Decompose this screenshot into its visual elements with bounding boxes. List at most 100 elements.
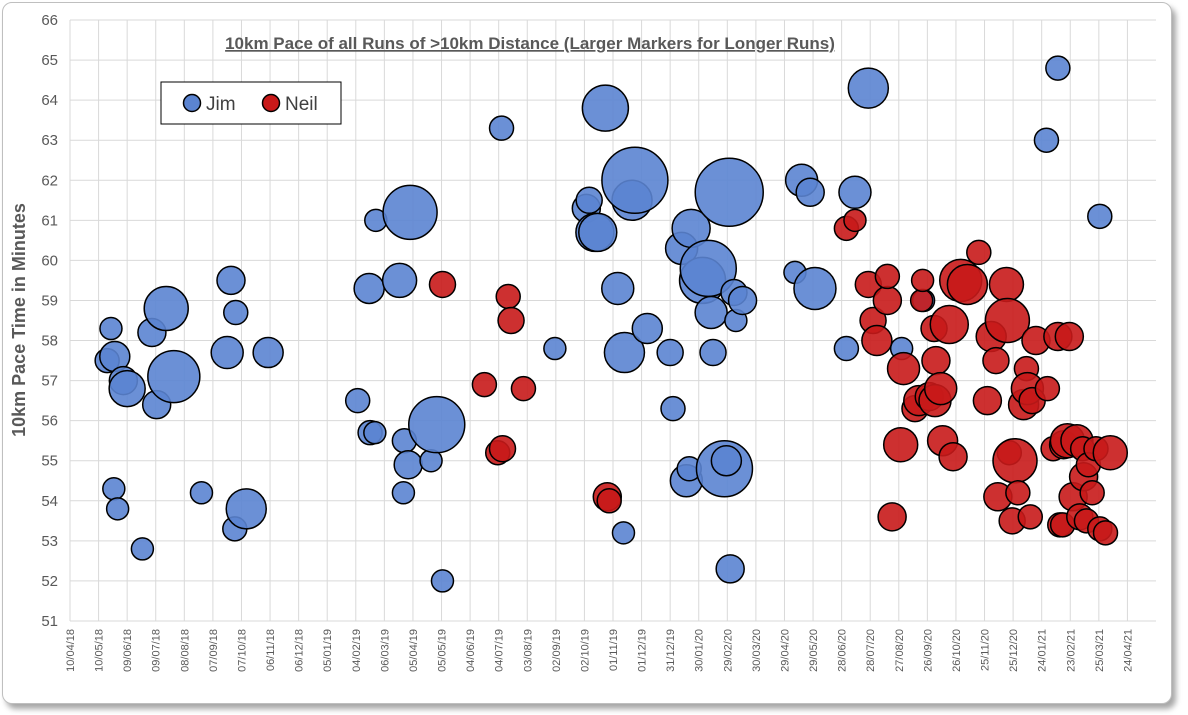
x-tick-label: 04/02/19	[351, 629, 363, 672]
neil-run-point	[909, 288, 934, 313]
jim-run-point	[578, 212, 618, 253]
neil-run-point	[972, 385, 1003, 416]
x-tick-label: 29/02/20	[722, 629, 734, 672]
jim-run-point	[795, 177, 825, 208]
jim-run-point	[102, 477, 126, 501]
y-tick-label: 59	[41, 292, 58, 309]
x-tick-label: 30/01/20	[694, 629, 706, 672]
jim-run-point	[847, 67, 890, 109]
x-tick-label: 29/05/20	[808, 629, 820, 672]
neil-run-point	[877, 502, 907, 532]
x-tick-label: 07/09/18	[208, 629, 220, 672]
x-tick-label: 02/09/19	[551, 629, 563, 672]
jim-run-point	[130, 537, 155, 561]
jim-run-point	[353, 272, 385, 305]
y-tick-label: 61	[41, 212, 58, 229]
y-tick-label: 65	[41, 52, 58, 69]
neil-run-point	[946, 263, 989, 306]
neil-run-point	[495, 283, 521, 310]
neil-run-point	[938, 441, 968, 472]
neil-run-point	[872, 285, 903, 316]
x-tick-label: 28/06/20	[837, 629, 849, 672]
jim-run-point	[1045, 55, 1071, 81]
x-tick-label: 27/08/20	[894, 629, 906, 672]
jim-run-point	[694, 157, 764, 228]
neil-run-point	[596, 488, 622, 514]
jim-run-point	[575, 186, 603, 215]
neil-run-point	[510, 375, 537, 402]
jim-run-point	[225, 488, 267, 530]
jim-run-point	[603, 331, 646, 374]
neil-run-point	[1054, 321, 1085, 352]
y-tick-label: 63	[41, 132, 58, 149]
neil-run-point	[1092, 434, 1129, 471]
jim-run-point	[143, 285, 189, 332]
jim-run-point	[216, 265, 246, 296]
jim-run-point	[391, 481, 416, 505]
neil-run-point	[966, 239, 992, 266]
y-tick-label: 54	[41, 493, 58, 510]
y-tick-label: 57	[41, 373, 58, 390]
neil-run-point	[488, 434, 517, 463]
jim-run-point	[488, 115, 515, 141]
jim-run-point	[715, 554, 745, 584]
x-tick-label: 06/12/18	[294, 629, 306, 672]
jim-run-point	[99, 316, 123, 341]
jim-run-point	[833, 335, 860, 362]
jim-run-point	[381, 262, 418, 299]
x-tick-label: 28/07/20	[865, 629, 877, 672]
y-tick-label: 52	[41, 573, 58, 590]
jim-run-point	[430, 569, 455, 593]
jim-run-point	[344, 387, 371, 414]
x-tick-label: 06/03/19	[379, 629, 391, 672]
neil-run-point	[497, 306, 525, 335]
x-tick-label: 05/04/19	[408, 629, 420, 672]
x-tick-label: 29/04/20	[779, 629, 791, 672]
jim-run-point	[189, 481, 214, 505]
x-tick-label: 01/12/19	[637, 629, 649, 672]
data-points	[94, 55, 1129, 593]
y-tick-label: 55	[41, 453, 58, 470]
neil-run-point	[1017, 504, 1044, 530]
x-tick-label: 05/01/19	[322, 629, 334, 672]
jim-run-point	[581, 84, 630, 132]
neil-run-point	[929, 304, 970, 345]
jim-run-point	[710, 444, 743, 477]
jim-run-point	[694, 295, 728, 330]
neil-run-point	[988, 266, 1025, 303]
y-tick-label: 53	[41, 533, 58, 550]
x-tick-label: 02/10/19	[579, 629, 591, 672]
jim-run-point	[601, 271, 635, 306]
neil-run-point	[428, 270, 457, 299]
neil-run-point	[1005, 480, 1031, 506]
jim-run-point	[393, 449, 423, 480]
neil-run-point	[1079, 480, 1105, 506]
x-tick-label: 24/01/21	[1037, 629, 1049, 672]
jim-run-point	[363, 420, 387, 445]
x-tick-label: 01/11/19	[608, 629, 620, 671]
neil-run-point	[1092, 520, 1119, 546]
legend-label-neil: Neil	[285, 94, 318, 115]
y-tick-label: 51	[41, 613, 58, 630]
x-tick-label: 04/06/19	[465, 629, 477, 672]
legend-marker-neil	[261, 93, 281, 113]
jim-run-point	[147, 349, 201, 404]
jim-run-point	[543, 336, 567, 361]
jim-run-point	[210, 335, 244, 370]
x-tick-label: 25/11/20	[980, 629, 992, 671]
x-tick-label: 26/09/20	[922, 629, 934, 672]
jim-run-point	[1033, 127, 1060, 153]
y-axis-label: 10km Pace Time in Minutes	[9, 203, 29, 437]
neil-run-point	[843, 208, 867, 233]
y-tick-label: 56	[41, 413, 58, 430]
y-tick-label: 66	[41, 12, 58, 29]
neil-run-point	[471, 371, 498, 398]
neil-run-point	[861, 324, 893, 357]
x-tick-label: 25/12/20	[1008, 629, 1020, 672]
x-tick-label: 31/12/19	[665, 629, 677, 672]
jim-run-point	[223, 299, 249, 326]
y-tick-label: 62	[41, 172, 58, 189]
legend: Jim Neil	[160, 81, 342, 125]
jim-run-point	[108, 369, 146, 408]
jim-run-point	[1087, 203, 1113, 230]
